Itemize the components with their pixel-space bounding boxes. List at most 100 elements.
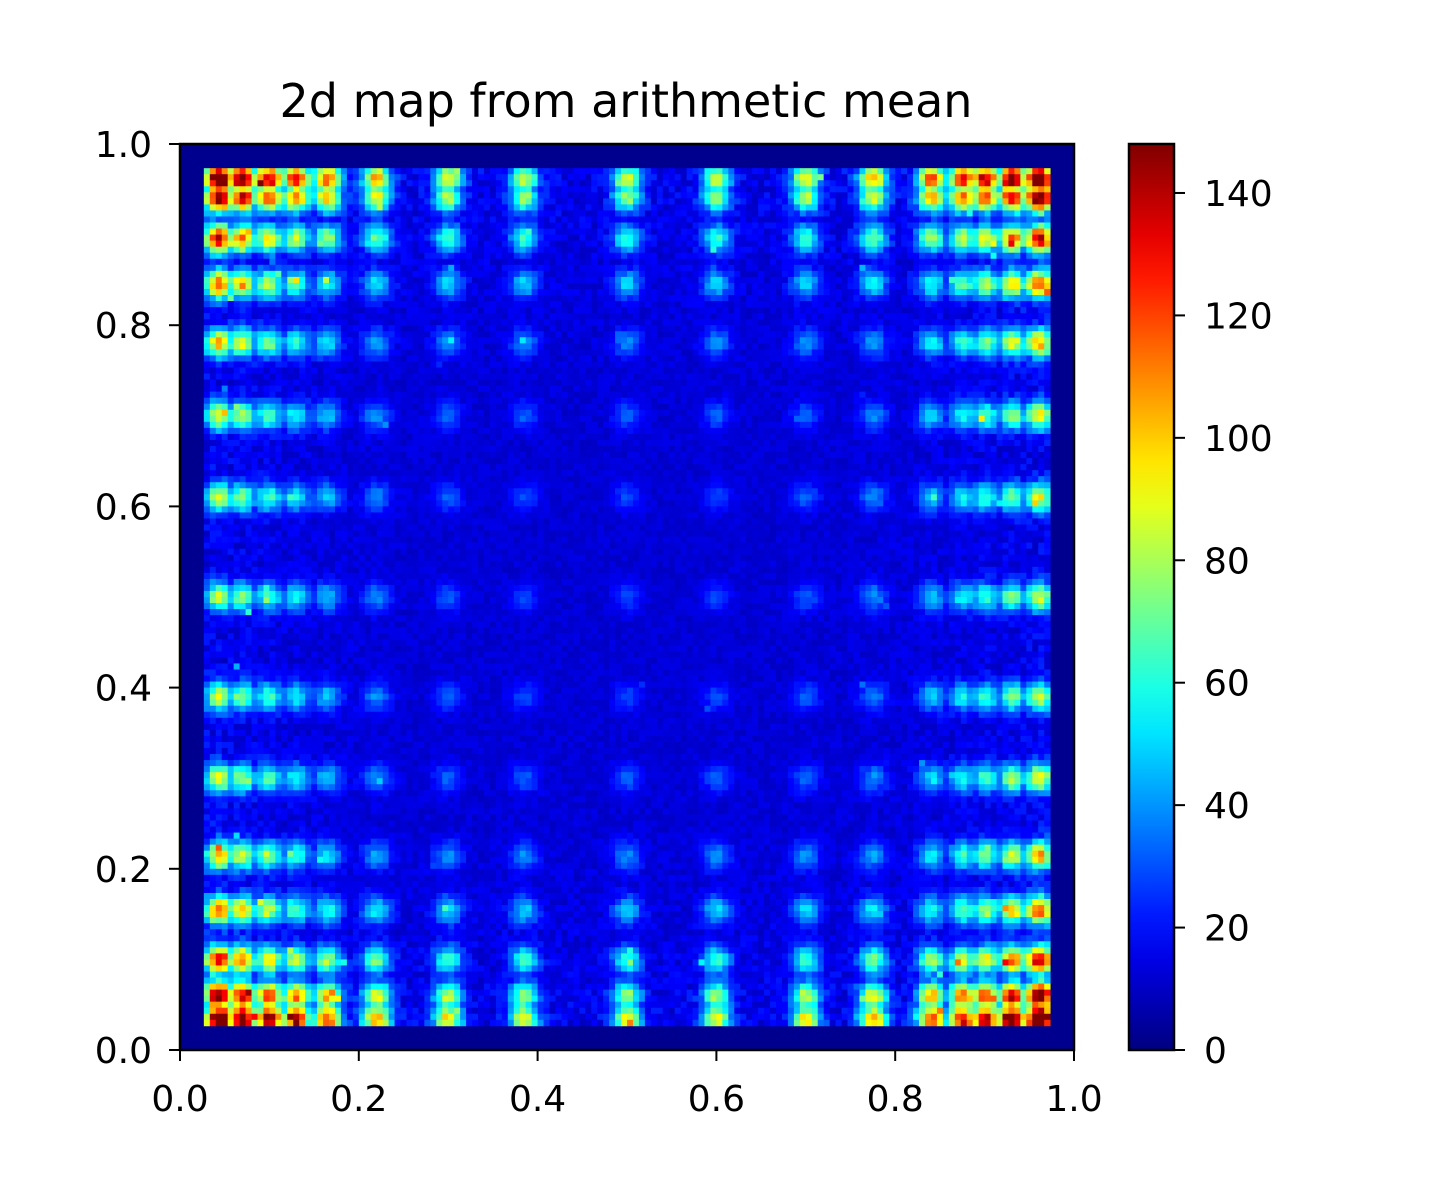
heatmap-cell bbox=[793, 319, 801, 326]
heatmap-cell bbox=[478, 282, 485, 290]
heatmap-cell bbox=[966, 240, 974, 248]
heatmap-cell bbox=[394, 367, 401, 374]
heatmap-cell bbox=[740, 301, 747, 308]
heatmap-cell bbox=[269, 355, 276, 362]
heatmap-cell bbox=[615, 216, 622, 223]
heatmap-cell bbox=[615, 264, 622, 272]
heatmap-cell bbox=[549, 325, 556, 332]
heatmap-cell bbox=[740, 174, 747, 181]
heatmap-cell bbox=[227, 367, 235, 374]
heatmap-cell bbox=[245, 174, 252, 181]
heatmap-cell bbox=[972, 319, 980, 326]
heatmap-cell bbox=[293, 228, 300, 235]
heatmap-cell bbox=[394, 288, 401, 296]
heatmap-cell bbox=[627, 307, 634, 314]
heatmap-cell bbox=[334, 168, 342, 175]
heatmap-cell bbox=[650, 258, 658, 266]
heatmap-cell bbox=[454, 325, 461, 332]
heatmap-cell bbox=[466, 288, 473, 296]
heatmap-cell bbox=[329, 282, 336, 290]
heatmap-cell bbox=[507, 373, 515, 380]
heatmap-cell bbox=[889, 258, 896, 266]
heatmap-cell bbox=[627, 282, 634, 290]
heatmap-cell bbox=[412, 288, 419, 296]
heatmap-cell bbox=[603, 168, 610, 175]
heatmap-cell bbox=[686, 222, 693, 229]
heatmap-cell bbox=[704, 258, 711, 266]
heatmap-cell bbox=[227, 240, 235, 248]
heatmap-cell bbox=[960, 264, 968, 272]
heatmap-cell bbox=[668, 319, 676, 326]
heatmap-cell bbox=[823, 180, 831, 187]
heatmap-cell bbox=[936, 204, 944, 211]
heatmap-cell bbox=[424, 246, 431, 254]
heatmap-cell bbox=[936, 270, 944, 278]
heatmap-cell bbox=[573, 367, 580, 374]
heatmap-cell bbox=[609, 270, 616, 278]
heatmap-cell bbox=[311, 343, 318, 350]
heatmap-cell bbox=[746, 313, 753, 320]
heatmap-cell bbox=[758, 276, 765, 284]
heatmap-cell bbox=[632, 252, 640, 260]
heatmap-cell bbox=[847, 325, 854, 332]
heatmap-cell bbox=[233, 373, 240, 380]
heatmap-cell bbox=[233, 234, 240, 242]
heatmap-cell bbox=[781, 331, 789, 338]
heatmap-cell bbox=[203, 367, 211, 374]
heatmap-cell bbox=[561, 301, 568, 308]
heatmap-cell bbox=[305, 313, 312, 320]
heatmap-cell bbox=[483, 186, 491, 193]
heatmap-cell bbox=[799, 337, 807, 344]
heatmap-cell bbox=[489, 258, 497, 266]
heatmap-cell bbox=[656, 337, 664, 344]
heatmap-cell bbox=[257, 210, 264, 217]
heatmap-cell bbox=[770, 288, 777, 296]
heatmap-cell bbox=[251, 186, 258, 193]
heatmap-cell bbox=[472, 186, 479, 193]
heatmap-cell bbox=[281, 276, 288, 284]
heatmap-cell bbox=[352, 355, 360, 362]
heatmap-cell bbox=[662, 295, 670, 302]
heatmap-cell bbox=[394, 301, 401, 308]
heatmap-cell bbox=[716, 301, 723, 308]
heatmap-cell bbox=[722, 355, 729, 362]
heatmap-cell bbox=[579, 295, 586, 302]
heatmap-cell bbox=[793, 337, 801, 344]
heatmap-cell bbox=[573, 313, 580, 320]
heatmap-cell bbox=[930, 186, 938, 193]
heatmap-cell bbox=[889, 192, 896, 199]
heatmap-cell bbox=[853, 180, 860, 187]
heatmap-cell bbox=[257, 276, 264, 284]
heatmap-cell bbox=[990, 216, 997, 223]
heatmap-cell bbox=[817, 313, 825, 320]
heatmap-cell bbox=[323, 222, 330, 229]
heatmap-cell bbox=[907, 343, 914, 350]
heatmap-cell bbox=[954, 331, 962, 338]
heatmap-cell bbox=[710, 228, 717, 235]
heatmap-cell bbox=[865, 186, 872, 193]
heatmap-cell bbox=[364, 276, 372, 284]
heatmap-cell bbox=[442, 222, 449, 229]
heatmap-cell bbox=[364, 355, 372, 362]
heatmap-cell bbox=[781, 325, 789, 332]
heatmap-cell bbox=[430, 168, 437, 175]
heatmap-cell bbox=[710, 216, 717, 223]
heatmap-cell bbox=[650, 343, 658, 350]
heatmap-cell bbox=[400, 361, 407, 368]
heatmap-cell bbox=[454, 186, 461, 193]
heatmap-cell bbox=[805, 367, 813, 374]
heatmap-cell bbox=[1026, 319, 1033, 326]
heatmap-cell bbox=[1038, 180, 1045, 187]
heatmap-cell bbox=[650, 349, 658, 356]
heatmap-cell bbox=[489, 313, 497, 320]
heatmap-cell bbox=[781, 343, 789, 350]
heatmap-cell bbox=[996, 313, 1003, 320]
heatmap-cell bbox=[466, 204, 473, 211]
heatmap-cell bbox=[972, 210, 980, 217]
heatmap-cell bbox=[436, 198, 443, 205]
heatmap-cell bbox=[388, 282, 395, 290]
heatmap-cell bbox=[752, 228, 759, 235]
heatmap-cell bbox=[513, 246, 521, 254]
heatmap-cell bbox=[460, 295, 467, 302]
heatmap-cell bbox=[245, 234, 252, 242]
